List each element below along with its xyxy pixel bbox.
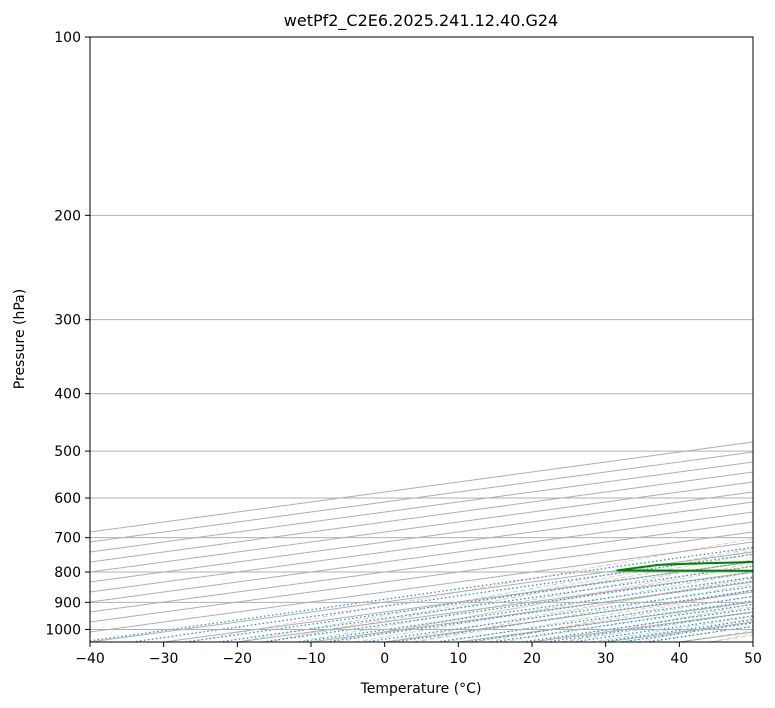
mixing-ratio-line (522, 608, 753, 642)
dry-adiabat (487, 589, 753, 642)
chart-title: wetPf2_C2E6.2025.241.12.40.G24 (284, 11, 558, 31)
moist-adiabat (237, 548, 753, 642)
isotherm (90, 451, 753, 543)
dry-adiabat (263, 550, 753, 642)
dry-adiabat (412, 575, 753, 642)
plot-area (90, 37, 753, 642)
moist-adiabat (266, 553, 753, 642)
mixing-ratio-line (131, 553, 753, 642)
y-tick-label: 600 (54, 491, 81, 507)
isotherm (90, 471, 753, 563)
x-tick-label: −40 (75, 651, 105, 667)
x-tick-label: 40 (670, 651, 688, 667)
x-tick-label: −20 (223, 651, 253, 667)
moist-adiabat (325, 565, 753, 642)
mixing-ratio-line (90, 546, 753, 642)
x-tick-label: 50 (744, 651, 762, 667)
x-tick-label: 20 (523, 651, 541, 667)
y-tick-label: 400 (54, 387, 81, 403)
x-tick-label: 10 (449, 651, 467, 667)
plot-frame (89, 36, 754, 643)
y-tick-label: 1000 (45, 622, 81, 638)
y-tick-label: 500 (54, 444, 81, 460)
y-tick-label: 800 (54, 565, 81, 581)
x-axis-label: Temperature (°C) (360, 681, 482, 697)
isotherm (90, 461, 753, 553)
mixing-ratio-line (436, 595, 753, 642)
y-tick-label: 300 (54, 313, 81, 329)
isotherm (90, 491, 753, 583)
isotherm (90, 531, 753, 623)
moist-adiabat (355, 571, 753, 642)
y-tick-label: 100 (54, 30, 81, 46)
y-axis-label: Pressure (hPa) (12, 289, 28, 389)
x-tick-label: 30 (597, 651, 615, 667)
mixing-ratio-line (492, 603, 753, 642)
isotherm (90, 521, 753, 613)
x-tick-label: −30 (149, 651, 179, 667)
y-tick-label: 900 (54, 595, 81, 611)
axes: −40 −30 −20 −10 0 10 20 30 40 50 100 200 300 400 500 60… (45, 30, 762, 667)
background-lines (90, 37, 753, 642)
y-tick-label: 700 (54, 531, 81, 547)
dry-adiabat (338, 562, 753, 642)
x-tick-label: −10 (296, 651, 326, 667)
y-tick-label: 200 (54, 208, 81, 224)
isotherm (90, 481, 753, 573)
isotherm (90, 501, 753, 593)
x-tick-label: 0 (380, 651, 389, 667)
isotherm (90, 511, 753, 603)
